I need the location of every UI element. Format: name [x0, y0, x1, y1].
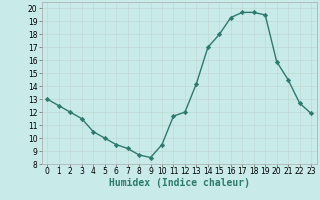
X-axis label: Humidex (Indice chaleur): Humidex (Indice chaleur)	[109, 178, 250, 188]
